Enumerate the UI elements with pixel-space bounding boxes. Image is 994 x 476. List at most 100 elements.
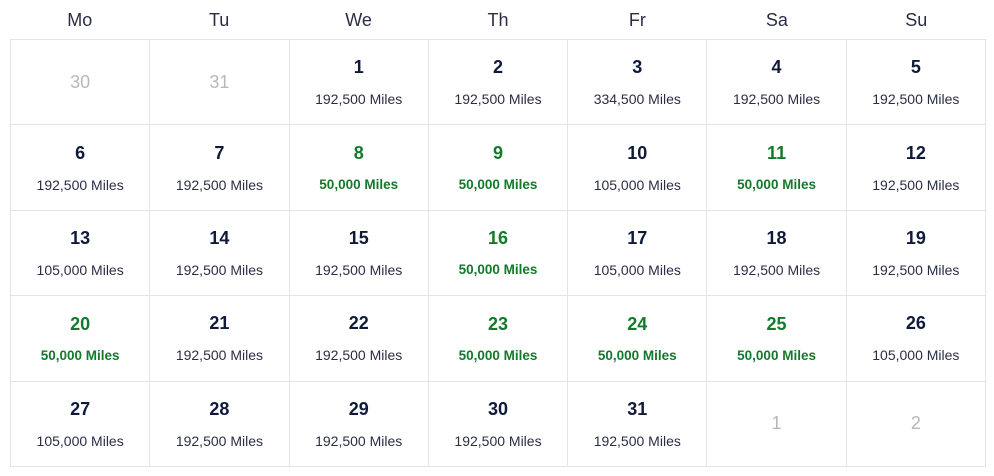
day-number: 7 (214, 142, 225, 163)
calendar-day[interactable]: 18 192,500 Miles (707, 210, 847, 297)
weekday-label: Mo (67, 10, 93, 30)
day-number: 25 (766, 313, 787, 334)
calendar-day[interactable]: 24 50,000 Miles (568, 296, 708, 382)
day-number: 31 (209, 71, 230, 92)
miles-price: 192,500 Miles (175, 432, 263, 449)
weekday-label: Fr (628, 10, 646, 30)
day-number: 12 (905, 142, 926, 163)
calendar-day[interactable]: 6 192,500 Miles (11, 125, 151, 211)
weekday-label: Su (905, 10, 928, 30)
day-number: 21 (209, 313, 230, 334)
miles-price: 105,000 Miles (36, 261, 124, 278)
calendar-day-outside-month: 2 (846, 381, 986, 467)
day-number: 10 (627, 142, 648, 163)
calendar-day[interactable]: 12 192,500 Miles (846, 125, 986, 211)
day-number: 1 (353, 57, 364, 78)
calendar-day[interactable]: 23 50,000 Miles (428, 296, 569, 382)
miles-price: 192,500 Miles (454, 91, 542, 108)
calendar-day[interactable]: 2 192,500 Miles (428, 40, 569, 126)
day-number: 6 (75, 142, 86, 163)
weekday-label: Sa (765, 10, 788, 30)
miles-price: 50,000 Miles (458, 347, 538, 363)
day-number: 1 (771, 413, 782, 434)
day-number: 9 (492, 143, 503, 164)
calendar-day-outside-month: 30 (11, 40, 151, 126)
day-number: 29 (348, 398, 369, 419)
miles-price: 192,500 Miles (315, 347, 403, 364)
calendar-day[interactable]: 25 50,000 Miles (707, 296, 847, 382)
calendar-day[interactable]: 29 192,500 Miles (289, 381, 429, 467)
miles-price: 192,500 Miles (593, 432, 681, 449)
calendar-day[interactable]: 20 50,000 Miles (11, 296, 151, 382)
calendar-day[interactable]: 7 192,500 Miles (150, 125, 290, 211)
day-number: 15 (348, 227, 369, 248)
day-number: 22 (348, 313, 369, 334)
calendar-day-outside-month: 1 (707, 381, 847, 467)
miles-price: 192,500 Miles (732, 261, 821, 278)
calendar-day[interactable]: 4 192,500 Miles (707, 40, 847, 126)
weekday-label: Tu (208, 10, 230, 30)
calendar-day[interactable]: 10 105,000 Miles (568, 125, 708, 211)
weekday-header: Mo Tu We Th Fr Sa Su (10, 0, 986, 39)
day-number: 26 (905, 313, 926, 334)
calendar-day[interactable]: 9 50,000 Miles (428, 125, 569, 211)
calendar-day[interactable]: 14 192,500 Miles (150, 210, 290, 297)
weekday-label: Th (487, 10, 509, 30)
calendar-day[interactable]: 11 50,000 Miles (707, 125, 847, 211)
miles-price: 105,000 Miles (593, 261, 681, 278)
miles-price: 192,500 Miles (454, 432, 542, 449)
miles-price: 334,500 Miles (593, 91, 681, 108)
miles-price: 192,500 Miles (36, 176, 124, 193)
day-number: 13 (70, 227, 91, 248)
calendar-day[interactable]: 1 192,500 Miles (289, 40, 429, 126)
miles-price: 192,500 Miles (315, 91, 403, 108)
calendar-day[interactable]: 31 192,500 Miles (568, 381, 708, 467)
day-number: 20 (70, 313, 91, 334)
miles-price: 192,500 Miles (175, 261, 263, 278)
miles-price: 105,000 Miles (872, 347, 960, 364)
day-number: 19 (905, 227, 926, 248)
calendar-day[interactable]: 5 192,500 Miles (846, 40, 986, 126)
day-number: 27 (70, 398, 91, 419)
day-number: 28 (209, 398, 230, 419)
calendar-day[interactable]: 3 334,500 Miles (568, 40, 708, 126)
miles-price: 192,500 Miles (872, 261, 960, 278)
calendar-day[interactable]: 30 192,500 Miles (428, 381, 569, 467)
calendar-day[interactable]: 8 50,000 Miles (289, 125, 429, 211)
day-number: 16 (487, 228, 508, 249)
calendar-day[interactable]: 19 192,500 Miles (846, 210, 986, 297)
calendar-day[interactable]: 15 192,500 Miles (289, 210, 429, 297)
calendar-grid: 30 31 1 192,500 Miles 2 192,500 Miles 3 334,500… (10, 39, 986, 467)
day-number: 11 (767, 143, 787, 164)
calendar-day[interactable]: 22 192,500 Miles (289, 296, 429, 382)
day-number: 3 (632, 57, 643, 78)
day-number: 2 (492, 57, 503, 78)
day-number: 30 (487, 398, 508, 419)
miles-price: 50,000 Miles (319, 177, 399, 193)
miles-price: 192,500 Miles (315, 261, 403, 278)
miles-price: 50,000 Miles (458, 177, 538, 193)
miles-price: 192,500 Miles (175, 176, 263, 193)
miles-price: 105,000 Miles (593, 176, 681, 193)
calendar-day[interactable]: 27 105,000 Miles (11, 381, 151, 467)
day-number: 18 (766, 227, 787, 248)
calendar-day[interactable]: 16 50,000 Miles (428, 210, 569, 297)
day-number: 30 (70, 71, 91, 92)
calendar-day[interactable]: 13 105,000 Miles (11, 210, 151, 297)
calendar-day[interactable]: 26 105,000 Miles (846, 296, 986, 382)
day-number: 5 (910, 57, 921, 78)
miles-price: 192,500 Miles (175, 347, 263, 364)
miles-price: 105,000 Miles (36, 432, 124, 449)
miles-price: 50,000 Miles (40, 347, 120, 363)
calendar-day[interactable]: 28 192,500 Miles (150, 381, 290, 467)
day-number: 24 (627, 313, 648, 334)
day-number: 17 (627, 227, 648, 248)
calendar-day[interactable]: 21 192,500 Miles (150, 296, 290, 382)
miles-price: 192,500 Miles (872, 176, 960, 193)
calendar-day-outside-month: 31 (150, 40, 290, 126)
miles-price: 192,500 Miles (872, 91, 960, 108)
miles-price: 50,000 Miles (737, 347, 816, 363)
calendar-day[interactable]: 17 105,000 Miles (568, 210, 708, 297)
miles-price: 50,000 Miles (458, 262, 538, 278)
day-number: 23 (487, 313, 508, 334)
